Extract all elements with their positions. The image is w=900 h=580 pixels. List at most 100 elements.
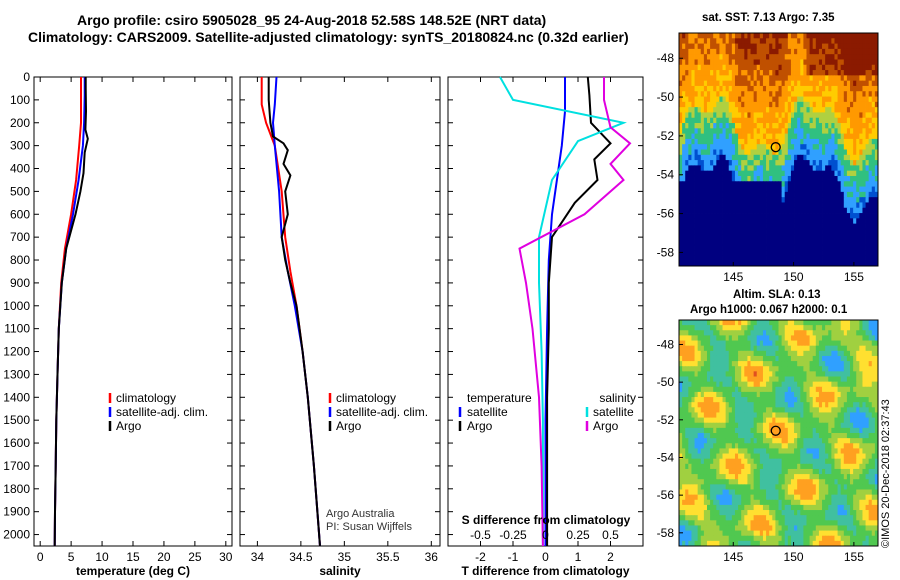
map-cell bbox=[809, 128, 814, 135]
map-cell bbox=[772, 463, 776, 470]
map-cell bbox=[862, 123, 866, 129]
map-cell bbox=[784, 80, 789, 87]
map-cell bbox=[694, 181, 699, 187]
map-cell bbox=[762, 391, 767, 398]
map-cell bbox=[769, 175, 773, 182]
map-cell bbox=[766, 433, 770, 439]
map-cell bbox=[843, 64, 848, 71]
map-cell bbox=[865, 70, 870, 76]
map-cell bbox=[809, 70, 814, 76]
map-cell bbox=[685, 207, 689, 214]
map-cell bbox=[837, 463, 842, 470]
map-cell bbox=[815, 239, 820, 246]
map-cell bbox=[700, 407, 705, 413]
map-cell bbox=[781, 412, 786, 418]
map-cell bbox=[728, 144, 733, 150]
map-cell bbox=[784, 371, 789, 377]
map-cell bbox=[688, 80, 692, 87]
map-cell bbox=[731, 366, 736, 372]
y-tick-label: 0 bbox=[23, 70, 30, 84]
map-cell bbox=[753, 407, 758, 413]
map-cell bbox=[781, 75, 786, 82]
x-tick-label: 10 bbox=[95, 550, 109, 564]
map-cell bbox=[679, 468, 683, 475]
map-cell bbox=[787, 244, 792, 251]
map-cell bbox=[713, 340, 717, 347]
map-cell bbox=[766, 133, 770, 140]
map-cell bbox=[762, 38, 767, 44]
map-cell bbox=[837, 191, 842, 198]
map-cell bbox=[828, 250, 832, 256]
map-cell bbox=[713, 197, 717, 203]
map-cell bbox=[734, 128, 739, 135]
map-cell bbox=[697, 207, 702, 214]
map-cell bbox=[762, 325, 767, 331]
map-cell bbox=[688, 43, 692, 50]
map-cell bbox=[716, 325, 720, 331]
map-cell bbox=[812, 438, 817, 444]
map-cell bbox=[697, 85, 702, 92]
map-cell bbox=[722, 33, 727, 39]
map-cell bbox=[797, 149, 801, 156]
map-cell bbox=[688, 191, 692, 198]
map-cell bbox=[728, 154, 733, 161]
map-cell bbox=[775, 260, 779, 267]
map-cell bbox=[856, 340, 860, 347]
map-cell bbox=[719, 366, 723, 372]
map-cell bbox=[772, 107, 776, 113]
map-cell bbox=[725, 80, 730, 87]
map-cell bbox=[825, 112, 829, 119]
map-cell bbox=[850, 154, 854, 161]
map-cell bbox=[815, 197, 820, 203]
map-cell bbox=[806, 186, 810, 193]
map-cell bbox=[688, 181, 692, 187]
map-cell bbox=[725, 91, 730, 97]
map-cell bbox=[759, 330, 764, 336]
map-cell bbox=[868, 218, 873, 225]
map-cell bbox=[716, 191, 720, 198]
map-cell bbox=[741, 191, 745, 198]
map-cell bbox=[734, 417, 739, 424]
map-cell bbox=[809, 207, 814, 214]
map-cell bbox=[874, 228, 879, 235]
map-cell bbox=[825, 48, 829, 55]
map-cell bbox=[685, 133, 689, 140]
map-cell bbox=[719, 33, 723, 39]
map-cell bbox=[722, 453, 727, 460]
map-cell bbox=[837, 54, 842, 60]
map-cell bbox=[753, 186, 758, 193]
map-cell bbox=[685, 407, 689, 413]
map-cell bbox=[719, 75, 723, 82]
map-cell bbox=[728, 427, 733, 434]
map-cell bbox=[713, 228, 717, 235]
map-cell bbox=[818, 133, 823, 140]
map-cell bbox=[809, 197, 814, 203]
map-cell bbox=[716, 149, 720, 156]
map-cell bbox=[834, 170, 838, 177]
map-cell bbox=[862, 260, 866, 267]
map-cell bbox=[756, 207, 761, 214]
map-cell bbox=[756, 197, 761, 203]
map-cell bbox=[812, 350, 817, 357]
map-cell bbox=[862, 448, 866, 454]
map-cell bbox=[697, 340, 702, 347]
map-cell bbox=[710, 112, 714, 119]
map-cell bbox=[679, 191, 683, 198]
map-cell bbox=[744, 371, 748, 377]
map-cell bbox=[679, 149, 683, 156]
map-cell bbox=[822, 417, 826, 424]
map-cell bbox=[843, 33, 848, 39]
map-cell bbox=[734, 239, 739, 246]
map-cell bbox=[781, 138, 786, 145]
map-cell bbox=[806, 468, 810, 475]
map-cell bbox=[759, 207, 764, 214]
map-cell bbox=[700, 366, 705, 372]
map-cell bbox=[840, 218, 845, 225]
map-cell bbox=[697, 244, 702, 251]
map-cell bbox=[744, 165, 748, 172]
map-cell bbox=[856, 85, 860, 92]
map-cell bbox=[794, 175, 798, 182]
map-cell bbox=[772, 101, 776, 108]
map-cell bbox=[756, 340, 761, 347]
map-cell bbox=[679, 330, 683, 336]
